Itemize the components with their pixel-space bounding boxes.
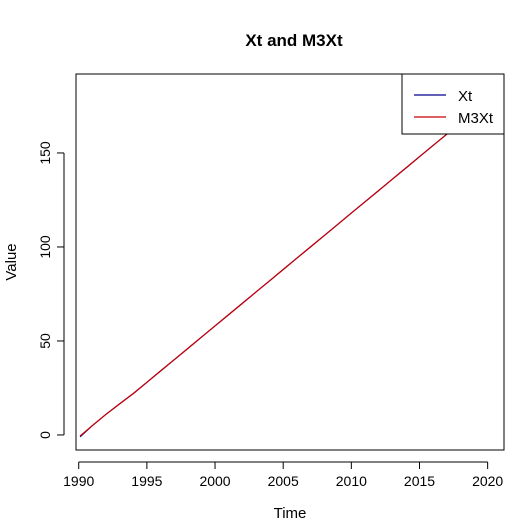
legend: Xt M3Xt bbox=[401, 73, 505, 135]
x-tick-label: 1995 bbox=[131, 473, 162, 489]
x-tick-label: 2020 bbox=[472, 473, 503, 489]
x-tick-label: 2000 bbox=[199, 473, 230, 489]
y-axis: 0 50 100 150 bbox=[37, 141, 65, 439]
y-tick-label: 0 bbox=[37, 431, 53, 439]
chart-title: Xt and M3Xt bbox=[245, 31, 343, 50]
x-axis-label: Time bbox=[274, 505, 307, 522]
y-axis-label: Value bbox=[3, 243, 20, 280]
y-tick-label: 100 bbox=[37, 235, 53, 259]
legend-box bbox=[401, 73, 505, 135]
series-layer bbox=[79, 90, 498, 438]
x-tick-label: 2010 bbox=[336, 473, 367, 489]
y-tick-label: 50 bbox=[37, 333, 53, 349]
x-tick-label: 2005 bbox=[268, 473, 299, 489]
x-tick-label: 2015 bbox=[404, 473, 435, 489]
x-axis: 1990 1995 2000 2005 2010 2015 2020 bbox=[63, 461, 503, 489]
plot-frame bbox=[75, 73, 505, 451]
legend-label-m3xt: M3Xt bbox=[458, 110, 494, 127]
x-tick-label: 1990 bbox=[63, 473, 94, 489]
legend-label-xt: Xt bbox=[458, 88, 473, 105]
series-line-m3xt bbox=[79, 91, 498, 437]
series-line-xt bbox=[79, 90, 498, 438]
y-tick-label: 150 bbox=[37, 141, 53, 165]
